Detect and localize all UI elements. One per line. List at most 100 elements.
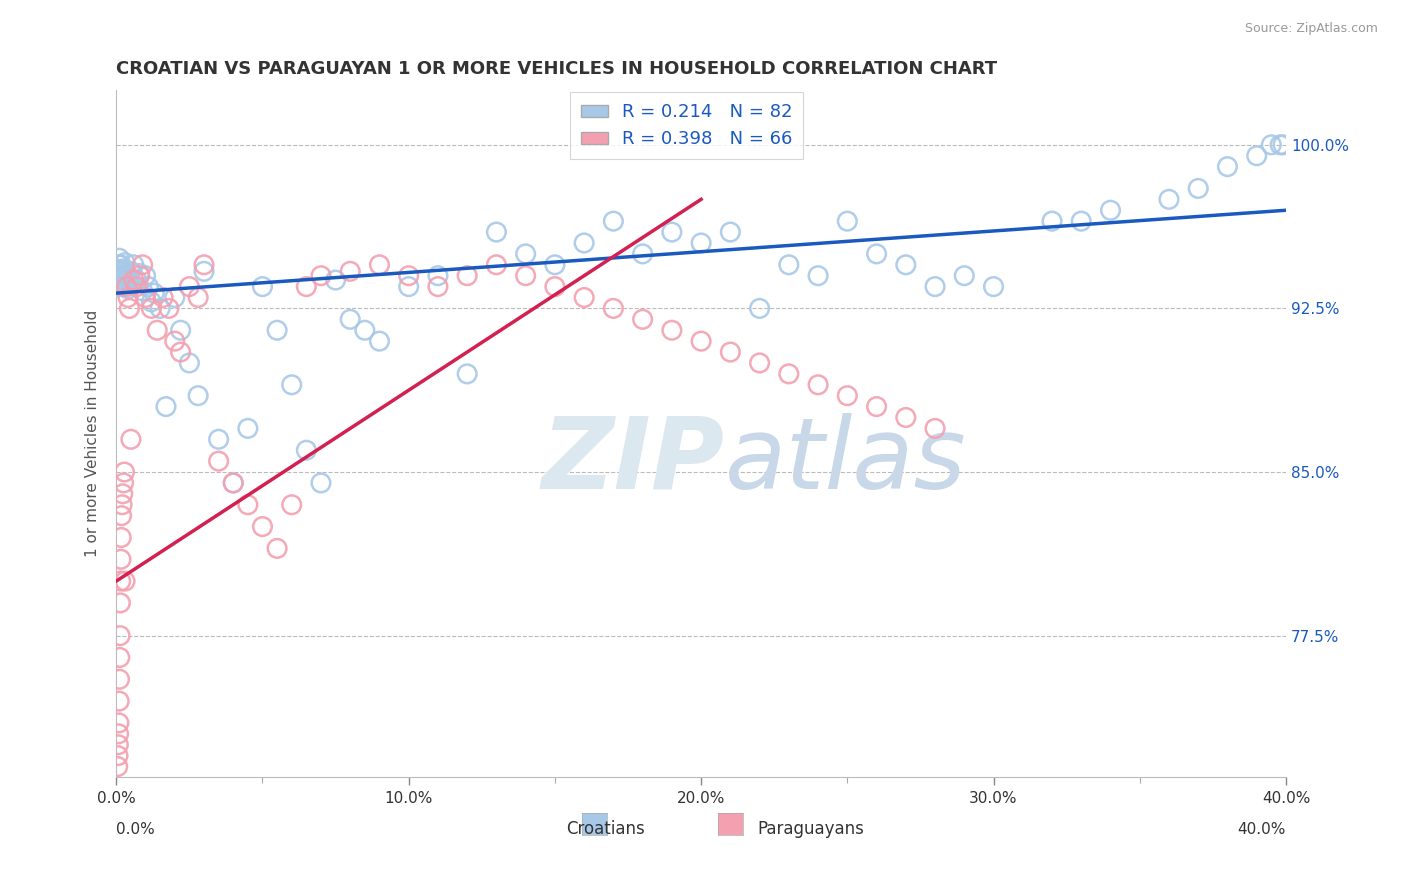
Point: [107, 279, 129, 293]
Point: [115, 279, 138, 293]
Point: [108, 673, 131, 687]
Point: [111, 275, 134, 289]
Point: [122, 258, 145, 272]
Point: [325, 273, 347, 287]
Point: [114, 255, 136, 269]
Point: [778, 367, 800, 381]
Point: [236, 421, 259, 435]
Point: [485, 258, 508, 272]
Point: [117, 291, 139, 305]
Point: [953, 268, 976, 283]
Point: [485, 225, 508, 239]
Point: [207, 454, 229, 468]
Point: [690, 235, 713, 250]
Point: [280, 377, 302, 392]
Point: [207, 432, 229, 446]
Text: atlas: atlas: [724, 413, 966, 510]
Point: [353, 323, 375, 337]
Point: [108, 629, 131, 643]
Point: [661, 225, 683, 239]
Point: [295, 279, 318, 293]
Point: [748, 301, 770, 316]
Point: [110, 264, 132, 278]
Point: [1157, 192, 1180, 206]
Point: [112, 475, 135, 490]
Point: [1040, 214, 1063, 228]
Point: [114, 465, 136, 479]
Point: [456, 268, 478, 283]
Point: [128, 267, 150, 281]
Point: [280, 498, 302, 512]
Point: [108, 262, 131, 277]
Point: [110, 531, 132, 545]
Text: ZIP: ZIP: [541, 413, 724, 510]
Point: [456, 367, 478, 381]
Point: [778, 258, 800, 272]
Point: [1070, 214, 1092, 228]
Point: [141, 301, 163, 316]
Point: [128, 268, 150, 283]
Point: [252, 519, 274, 533]
Point: [1099, 203, 1122, 218]
Point: [107, 738, 129, 752]
Point: [718, 345, 741, 359]
Point: [515, 247, 537, 261]
Point: [865, 247, 887, 261]
Point: [163, 334, 186, 348]
Point: [631, 247, 654, 261]
Point: [122, 273, 145, 287]
Point: [544, 258, 567, 272]
Point: [266, 323, 288, 337]
Text: 40.0%: 40.0%: [1237, 822, 1286, 837]
Point: [169, 345, 191, 359]
Point: [117, 282, 139, 296]
Point: [111, 498, 134, 512]
Point: [118, 271, 141, 285]
Point: [110, 277, 132, 292]
Point: [169, 323, 191, 337]
Point: [894, 410, 917, 425]
Point: [157, 301, 180, 316]
Point: [718, 225, 741, 239]
Point: [107, 258, 129, 272]
Point: [309, 475, 332, 490]
Point: [120, 432, 142, 446]
Point: [143, 286, 166, 301]
Point: [134, 268, 156, 283]
Point: [107, 727, 129, 741]
Point: [110, 552, 132, 566]
Point: [1246, 149, 1268, 163]
Point: [983, 279, 1005, 293]
Point: [602, 301, 624, 316]
Point: [163, 291, 186, 305]
Point: [125, 273, 148, 287]
Point: [426, 268, 449, 283]
Point: [339, 312, 361, 326]
Point: [572, 235, 595, 250]
Point: [114, 574, 136, 588]
Point: [1187, 181, 1209, 195]
Point: [1216, 160, 1239, 174]
Point: [865, 400, 887, 414]
Point: [107, 268, 129, 283]
Point: [120, 264, 142, 278]
Legend: R = 0.214   N = 82, R = 0.398   N = 66: R = 0.214 N = 82, R = 0.398 N = 66: [569, 93, 803, 159]
Point: [236, 498, 259, 512]
Point: [631, 312, 654, 326]
Point: [110, 267, 132, 281]
Point: [131, 258, 153, 272]
Point: [155, 400, 177, 414]
Point: [141, 294, 163, 309]
Point: [807, 268, 830, 283]
Text: CROATIAN VS PARAGUAYAN 1 OR MORE VEHICLES IN HOUSEHOLD CORRELATION CHART: CROATIAN VS PARAGUAYAN 1 OR MORE VEHICLE…: [117, 60, 997, 78]
Point: [295, 443, 318, 458]
Point: [115, 268, 138, 283]
Point: [131, 284, 153, 298]
Point: [266, 541, 288, 556]
Point: [108, 650, 131, 665]
Point: [1260, 137, 1282, 152]
Text: 0.0%: 0.0%: [117, 822, 155, 837]
Point: [924, 279, 946, 293]
Point: [837, 214, 859, 228]
Point: [108, 273, 131, 287]
